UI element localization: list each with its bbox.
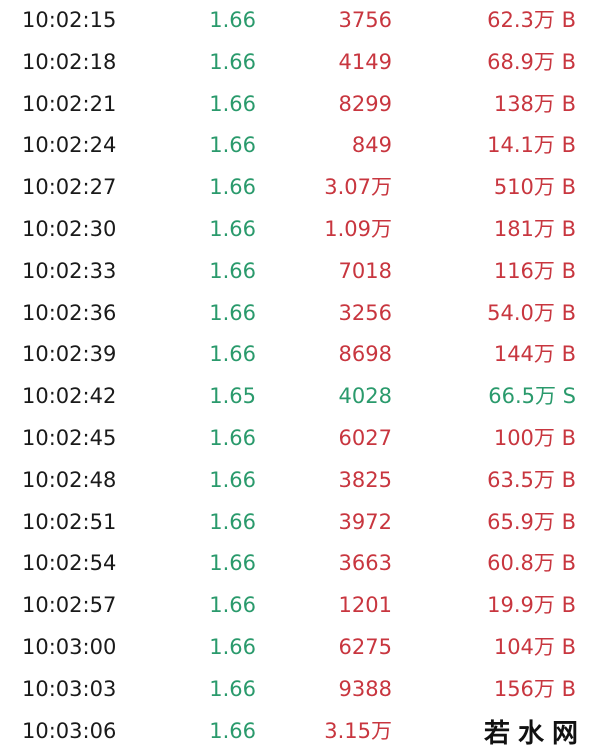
time: 10:02:21 — [22, 91, 117, 116]
time: 10:02:57 — [22, 593, 117, 618]
time: 10:02:36 — [22, 300, 117, 325]
trade-row: 10:02:36 1.66 3256 54.0万 B — [0, 292, 600, 334]
trade-row: 10:02:57 1.66 1201 19.9万 B — [0, 584, 600, 626]
price: 1.66 — [209, 133, 256, 158]
amount: 66.5万 S — [488, 384, 576, 409]
time: 10:02:48 — [22, 467, 117, 492]
amount: 181万 B — [493, 217, 576, 241]
trade-row: 10:02:27 1.66 3.07万 510万 B — [0, 166, 600, 208]
volume: 8299 — [338, 91, 392, 116]
trade-row: 10:02:54 1.66 3663 60.8万 B — [0, 542, 600, 584]
amount: 68.9万 B — [487, 49, 576, 74]
trade-row: 10:02:45 1.66 6027 100万 B — [0, 417, 600, 459]
volume: 6027 — [338, 426, 392, 450]
price: 1.66 — [209, 635, 256, 659]
amount: 60.8万 B — [487, 551, 576, 576]
amount: 65.9万 B — [487, 509, 576, 534]
volume: 3.15万 — [324, 718, 392, 743]
amount: 144万 B — [493, 342, 576, 367]
time: 10:03:00 — [22, 635, 117, 659]
amount: 138万 B — [493, 91, 576, 116]
volume: 8698 — [338, 342, 392, 367]
amount: 156万 B — [493, 676, 576, 701]
price: 1.66 — [209, 217, 256, 241]
amount: 510万 B — [493, 175, 576, 200]
trade-row: 10:03:06 1.66 3.15万 — [0, 710, 600, 752]
price: 1.66 — [209, 175, 256, 200]
volume: 3.07万 — [324, 175, 392, 200]
amount: 63.5万 B — [487, 467, 576, 492]
volume: 849 — [351, 133, 392, 158]
price: 1.66 — [209, 258, 256, 283]
time: 10:02:45 — [22, 426, 117, 450]
price: 1.66 — [209, 300, 256, 325]
amount: 62.3万 B — [487, 8, 576, 32]
time: 10:02:27 — [22, 175, 117, 200]
time: 10:02:39 — [22, 342, 117, 367]
volume: 6275 — [338, 635, 392, 659]
watermark: 若水网 — [483, 719, 586, 749]
trade-row: 10:02:15 1.66 3756 62.3万 B — [0, 0, 600, 41]
volume: 3972 — [338, 509, 392, 534]
time: 10:02:33 — [22, 258, 117, 283]
volume: 3256 — [338, 300, 392, 325]
amount: 116万 B — [493, 258, 576, 283]
amount: 104万 B — [493, 635, 576, 659]
time: 10:03:06 — [22, 718, 117, 743]
time: 10:02:51 — [22, 509, 117, 534]
price: 1.66 — [209, 426, 256, 450]
trade-row: 10:02:21 1.66 8299 138万 B — [0, 83, 600, 125]
trade-row: 10:02:42 1.65 4028 66.5万 S — [0, 375, 600, 417]
amount: 54.0万 B — [487, 300, 576, 325]
trade-row: 10:02:51 1.66 3972 65.9万 B — [0, 501, 600, 543]
time: 10:03:03 — [22, 676, 117, 701]
trade-row: 10:02:30 1.66 1.09万 181万 B — [0, 208, 600, 250]
volume: 3663 — [338, 551, 392, 576]
trade-row: 10:02:24 1.66 849 14.1万 B — [0, 124, 600, 166]
volume: 4028 — [338, 384, 392, 409]
time: 10:02:54 — [22, 551, 117, 576]
price: 1.66 — [209, 509, 256, 534]
trade-row: 10:02:18 1.66 4149 68.9万 B — [0, 41, 600, 83]
trade-row: 10:02:48 1.66 3825 63.5万 B — [0, 459, 600, 501]
amount: 19.9万 B — [487, 593, 576, 618]
price: 1.66 — [209, 91, 256, 116]
price: 1.66 — [209, 551, 256, 576]
trade-row: 10:03:03 1.66 9388 156万 B — [0, 668, 600, 710]
volume: 1.09万 — [324, 217, 392, 241]
time: 10:02:42 — [22, 384, 117, 409]
trade-row: 10:03:00 1.66 6275 104万 B — [0, 626, 600, 668]
price: 1.66 — [209, 676, 256, 701]
time: 10:02:15 — [22, 8, 117, 32]
volume: 7018 — [338, 258, 392, 283]
volume: 1201 — [338, 593, 392, 618]
price: 1.65 — [209, 384, 256, 409]
time: 10:02:24 — [22, 133, 117, 158]
volume: 3825 — [338, 467, 392, 492]
volume: 4149 — [338, 49, 392, 74]
amount: 100万 B — [493, 426, 576, 450]
price: 1.66 — [209, 593, 256, 618]
trade-row: 10:02:39 1.66 8698 144万 B — [0, 333, 600, 375]
price: 1.66 — [209, 49, 256, 74]
trade-row: 10:02:33 1.66 7018 116万 B — [0, 250, 600, 292]
time: 10:02:30 — [22, 217, 117, 241]
volume: 9388 — [338, 676, 392, 701]
price: 1.66 — [209, 8, 256, 32]
time: 10:02:18 — [22, 49, 117, 74]
price: 1.66 — [209, 718, 256, 743]
volume: 3756 — [338, 8, 392, 32]
price: 1.66 — [209, 467, 256, 492]
price: 1.66 — [209, 342, 256, 367]
amount: 14.1万 B — [487, 133, 576, 158]
